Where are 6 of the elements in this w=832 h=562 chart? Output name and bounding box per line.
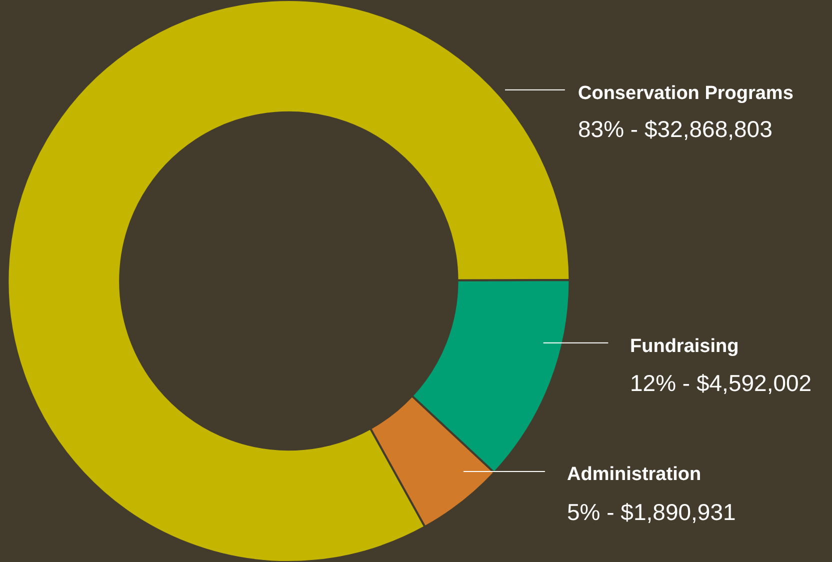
data-label: 83% - $32,868,803 — [578, 116, 772, 142]
slice-label: Fundraising — [630, 336, 739, 357]
data-label: 5% - $1,890,931 — [567, 499, 736, 525]
slice-label: Administration — [567, 464, 702, 485]
slice-label: Conservation Programs — [578, 83, 794, 104]
data-label: 12% - $4,592,002 — [630, 370, 812, 396]
